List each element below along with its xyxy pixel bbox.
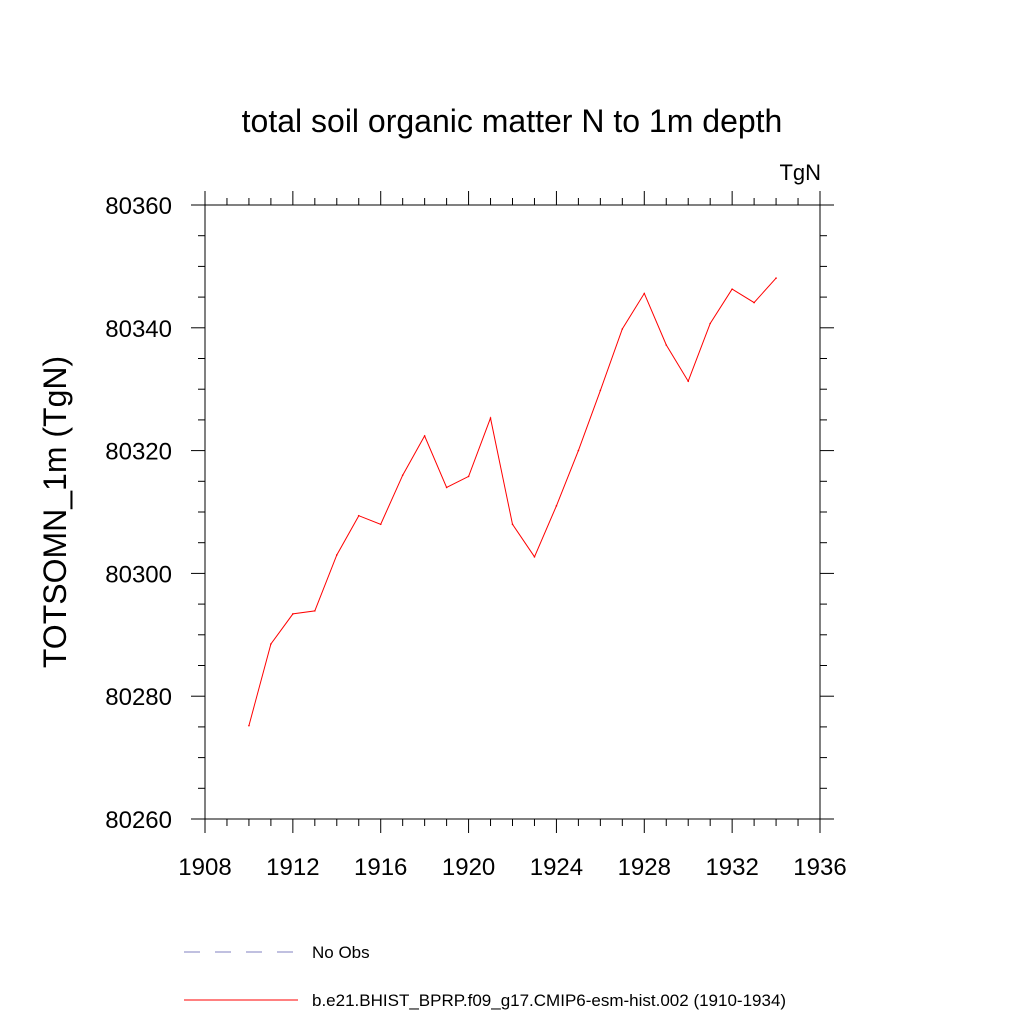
data-point	[314, 610, 316, 612]
data-point	[423, 435, 426, 437]
legend: No Obs b.e21.BHIST_BPRP.f09_g17.CMIP6-esm…	[184, 943, 786, 1010]
data-point	[731, 288, 733, 290]
data-point	[687, 380, 690, 383]
plot-frame	[204, 204, 821, 820]
data-point	[555, 505, 558, 507]
data-point	[753, 301, 755, 304]
data-point	[467, 475, 470, 478]
y-tick-label: 80360	[105, 193, 172, 220]
series-layer	[248, 277, 777, 727]
x-tick-label: 1932	[705, 854, 758, 881]
x-tick-label: 1928	[618, 854, 671, 881]
data-point	[599, 389, 602, 392]
data-point	[577, 449, 580, 452]
y-tick-label: 80320	[105, 439, 172, 466]
data-point	[292, 613, 294, 615]
data-point	[379, 523, 382, 526]
data-point	[489, 417, 492, 419]
data-point	[621, 328, 624, 330]
axes: 1908 1912 1916 1920 1924 1928 1932 1936 80260 802…	[105, 191, 847, 881]
data-point	[357, 514, 360, 517]
x-tick-label: 1912	[266, 854, 319, 881]
legend-label: No Obs	[312, 943, 370, 962]
data-point	[445, 486, 448, 489]
x-tick-label: 1908	[178, 854, 231, 881]
y-tick-label: 80340	[105, 316, 172, 343]
data-point	[533, 556, 536, 558]
x-tick-label: 1924	[530, 854, 583, 881]
y-tick-label: 80300	[105, 561, 172, 588]
data-point	[665, 344, 668, 346]
data-point	[270, 643, 272, 645]
series-line	[248, 277, 777, 726]
units-label: TgN	[779, 160, 821, 185]
chart-title: total soil organic matter N to 1m depth	[242, 103, 783, 139]
data-point	[775, 277, 777, 279]
data-point	[335, 554, 338, 556]
legend-label: b.e21.BHIST_BPRP.f09_g17.CMIP6-esm-hist.…	[312, 991, 786, 1010]
data-point	[511, 523, 514, 526]
data-point	[248, 724, 250, 727]
x-tick-label: 1920	[442, 854, 495, 881]
y-axis-label: TOTSOMN_1m (TgN)	[37, 356, 73, 668]
data-point	[401, 474, 404, 476]
data-point	[643, 292, 646, 295]
y-tick-label: 80260	[105, 807, 172, 834]
x-tick-label: 1936	[793, 854, 846, 881]
data-point	[709, 322, 711, 325]
x-tick-label: 1916	[354, 854, 407, 881]
y-tick-label: 80280	[105, 684, 172, 711]
